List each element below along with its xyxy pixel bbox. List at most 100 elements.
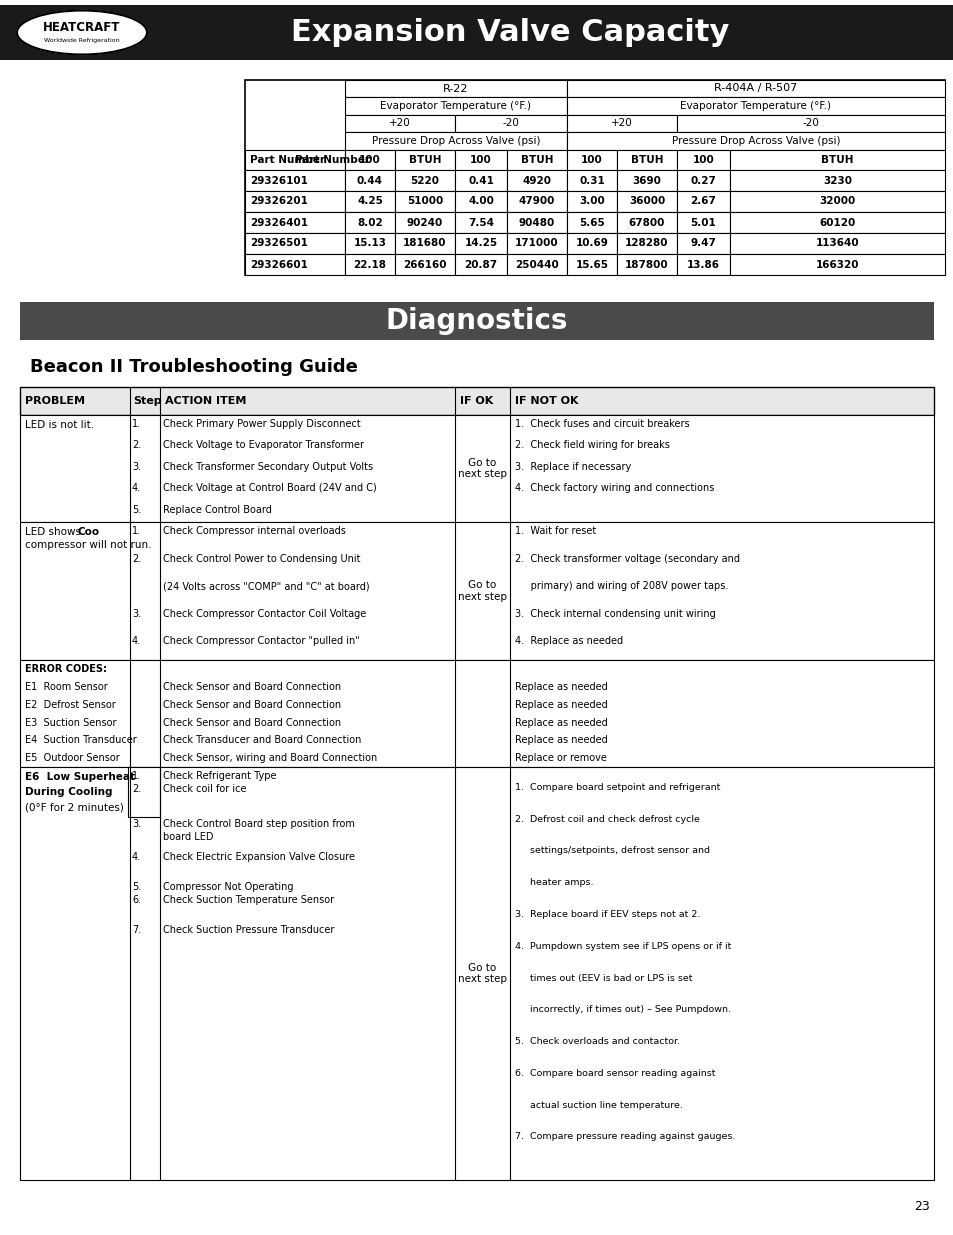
Bar (455, 191, 506, 212)
Text: Check Refrigerant Type: Check Refrigerant Type (163, 771, 276, 781)
Text: E1  Room Sensor: E1 Room Sensor (25, 682, 108, 692)
Text: 13.86: 13.86 (686, 259, 720, 269)
Text: 67800: 67800 (628, 217, 664, 227)
Bar (245, 233, 345, 254)
Bar (245, 80, 944, 275)
Text: E3  Suction Sensor: E3 Suction Sensor (25, 718, 116, 727)
Bar (20, 767, 933, 1179)
Text: -20: -20 (801, 119, 819, 128)
Text: 90480: 90480 (518, 217, 555, 227)
Bar (677, 170, 729, 191)
Bar (395, 191, 455, 212)
Text: 6.  Compare board sensor reading against: 6. Compare board sensor reading against (515, 1068, 715, 1078)
Bar (617, 149, 677, 170)
Text: Check Sensor, wiring and Board Connection: Check Sensor, wiring and Board Connectio… (163, 753, 376, 763)
Text: 128280: 128280 (624, 238, 668, 248)
Bar (20, 522, 933, 659)
Text: 3.  Check internal condensing unit wiring: 3. Check internal condensing unit wiring (515, 609, 715, 619)
Text: 29326601: 29326601 (250, 259, 308, 269)
Text: 7.54: 7.54 (468, 217, 494, 227)
Text: BTUH: BTUH (520, 156, 553, 165)
Text: Check Primary Power Supply Disconnect: Check Primary Power Supply Disconnect (163, 419, 360, 429)
Text: -20: -20 (502, 119, 518, 128)
Text: Go to
next step: Go to next step (457, 963, 506, 984)
Text: board LED: board LED (163, 832, 213, 842)
Text: 250440: 250440 (515, 259, 558, 269)
Text: Check Electric Expansion Valve Closure: Check Electric Expansion Valve Closure (163, 852, 355, 862)
Text: times out (EEV is bad or LPS is set: times out (EEV is bad or LPS is set (515, 973, 692, 983)
Bar (617, 254, 677, 275)
Text: ACTION ITEM: ACTION ITEM (165, 396, 246, 406)
Text: 23: 23 (913, 1200, 929, 1213)
Text: Check coil for ice: Check coil for ice (163, 784, 246, 794)
Text: 15.65: 15.65 (575, 259, 608, 269)
Text: 181680: 181680 (403, 238, 446, 248)
Text: 20.87: 20.87 (464, 259, 497, 269)
Text: 8.02: 8.02 (356, 217, 382, 227)
Text: Replace Control Board: Replace Control Board (163, 505, 272, 515)
Text: BTUH: BTUH (408, 156, 441, 165)
Bar (345, 170, 395, 191)
Bar (245, 191, 345, 212)
Text: 266160: 266160 (403, 259, 446, 269)
Text: Evaporator Temperature (°F.): Evaporator Temperature (°F.) (679, 101, 831, 111)
Text: compressor will not run.: compressor will not run. (25, 540, 152, 550)
Text: 2.: 2. (132, 784, 141, 794)
Text: 1.: 1. (132, 526, 141, 536)
Text: Replace or remove: Replace or remove (515, 753, 606, 763)
Text: Part Number: Part Number (250, 156, 325, 165)
Bar (395, 170, 455, 191)
Bar (566, 132, 944, 149)
Text: 5.: 5. (132, 505, 141, 515)
Bar (245, 212, 345, 233)
Text: LED shows: LED shows (25, 527, 84, 537)
Bar (506, 254, 566, 275)
Bar (566, 254, 617, 275)
Text: Check Transformer Secondary Output Volts: Check Transformer Secondary Output Volts (163, 462, 373, 472)
Text: 2.67: 2.67 (690, 196, 716, 206)
Bar (677, 212, 729, 233)
Text: 9.47: 9.47 (690, 238, 716, 248)
Bar (729, 233, 944, 254)
Bar (506, 212, 566, 233)
Text: 47900: 47900 (518, 196, 555, 206)
Text: 187800: 187800 (624, 259, 668, 269)
Bar (455, 233, 506, 254)
Bar (729, 254, 944, 275)
Text: 10.69: 10.69 (575, 238, 608, 248)
Text: 100: 100 (580, 156, 602, 165)
Text: R-22: R-22 (443, 84, 468, 94)
Text: Check Sensor and Board Connection: Check Sensor and Board Connection (163, 718, 341, 727)
Text: 4.  Pumpdown system see if LPS opens or if it: 4. Pumpdown system see if LPS opens or i… (515, 942, 731, 951)
Text: 7.: 7. (132, 925, 141, 935)
Text: 1.: 1. (132, 771, 141, 781)
Text: Go to
next step: Go to next step (457, 580, 506, 601)
Text: PROBLEM: PROBLEM (25, 396, 85, 406)
Bar (455, 115, 566, 132)
Text: Step: Step (132, 396, 161, 406)
Text: Check Compressor Contactor Coil Voltage: Check Compressor Contactor Coil Voltage (163, 609, 366, 619)
Text: 5.  Check overloads and contactor.: 5. Check overloads and contactor. (515, 1037, 679, 1046)
Ellipse shape (17, 11, 147, 54)
Bar (566, 170, 617, 191)
Text: 166320: 166320 (815, 259, 859, 269)
Text: E5  Outdoor Sensor: E5 Outdoor Sensor (25, 753, 120, 763)
Text: 29326101: 29326101 (250, 175, 308, 185)
Bar (395, 233, 455, 254)
Text: actual suction line temperature.: actual suction line temperature. (515, 1100, 682, 1109)
Text: (24 Volts across "COMP" and "C" at board): (24 Volts across "COMP" and "C" at board… (163, 582, 369, 592)
Text: Replace as needed: Replace as needed (515, 700, 607, 710)
Bar (566, 233, 617, 254)
Text: 171000: 171000 (515, 238, 558, 248)
Bar (566, 80, 944, 98)
Text: Check Suction Pressure Transducer: Check Suction Pressure Transducer (163, 925, 334, 935)
Bar (677, 254, 729, 275)
Text: 51000: 51000 (406, 196, 442, 206)
Text: Expansion Valve Capacity: Expansion Valve Capacity (291, 19, 728, 47)
Text: 5220: 5220 (410, 175, 439, 185)
Bar (566, 115, 677, 132)
Text: 3230: 3230 (822, 175, 851, 185)
Text: primary) and wiring of 208V power taps.: primary) and wiring of 208V power taps. (515, 582, 727, 592)
Text: incorrectly, if times out) – See Pumpdown.: incorrectly, if times out) – See Pumpdow… (515, 1005, 730, 1014)
Text: 100: 100 (358, 156, 380, 165)
